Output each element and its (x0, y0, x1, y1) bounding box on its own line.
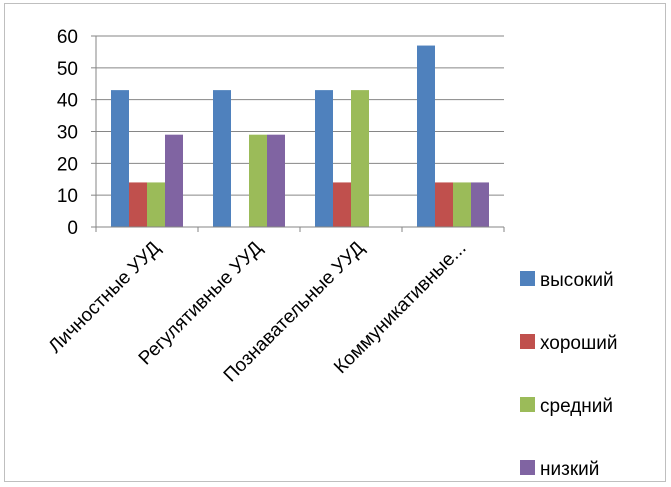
y-tick-label: 50 (57, 59, 78, 80)
bar (267, 134, 285, 227)
bar (213, 90, 231, 227)
axes (91, 35, 505, 232)
bar (315, 90, 333, 227)
bar (435, 182, 453, 227)
legend-label: хороший (540, 333, 617, 354)
bar (129, 182, 147, 227)
y-tick-label: 0 (67, 218, 78, 239)
bar (147, 182, 165, 227)
bar (111, 90, 129, 227)
legend-swatch (520, 271, 535, 286)
chart-frame (4, 3, 666, 482)
y-tick-label: 10 (57, 186, 78, 207)
legend: высокий хороший средний низкий (520, 270, 617, 480)
bar (453, 182, 471, 227)
legend-swatch (520, 460, 535, 475)
bar (471, 182, 489, 227)
bars (111, 45, 489, 227)
legend-swatch (520, 397, 535, 412)
gridlines (96, 35, 504, 196)
bar (351, 90, 369, 227)
y-tick-label: 60 (57, 27, 78, 48)
y-tick-label: 40 (57, 91, 78, 112)
y-tick-label: 30 (57, 123, 78, 144)
legend-label: низкий (540, 459, 599, 480)
category-label: Личностные УУД (45, 238, 165, 358)
bar (165, 134, 183, 227)
bar (417, 45, 435, 227)
legend-label: высокий (540, 270, 614, 291)
bar (333, 182, 351, 227)
y-tick-label: 20 (57, 154, 78, 175)
legend-swatch (520, 334, 535, 349)
bar (249, 134, 267, 227)
y-axis-ticks: 0 10 20 30 40 50 60 (57, 27, 78, 239)
legend-label: средний (540, 396, 613, 417)
